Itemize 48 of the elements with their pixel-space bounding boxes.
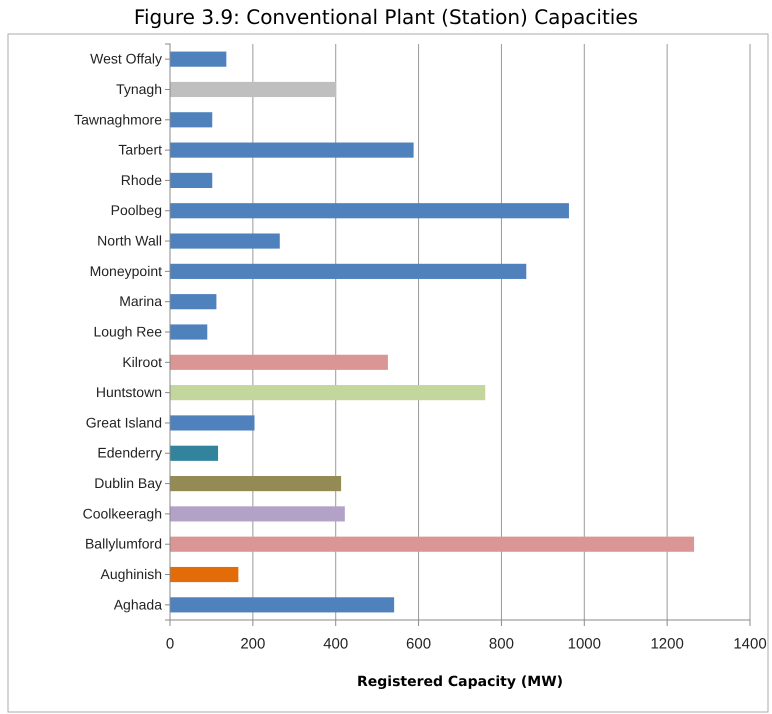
y-tick-label: West Offaly: [90, 50, 162, 67]
y-tick-label: North Wall: [97, 232, 162, 249]
bar: [170, 52, 226, 67]
bar: [170, 324, 208, 340]
y-tick-label: Kilroot: [122, 354, 162, 370]
chart-title: Figure 3.9: Conventional Plant (Station) Capacities: [134, 5, 638, 29]
bar: [170, 476, 342, 492]
y-tick-label: Coolkeeragh: [82, 505, 162, 522]
y-tick-label: Poolbeg: [110, 202, 162, 218]
bar: [170, 142, 414, 158]
bar: [170, 82, 336, 98]
bar: [170, 112, 212, 128]
x-axis-title: Registered Capacity (MW): [356, 674, 564, 690]
y-tick-label: Rhode: [120, 172, 162, 188]
y-tick-label: Moneypoint: [90, 262, 162, 279]
x-tick-label: 0: [166, 636, 174, 653]
bar: [170, 506, 345, 522]
y-tick-label: Edenderry: [97, 444, 162, 461]
y-tick-label: Ballylumford: [84, 536, 162, 552]
y-tick-label: Lough Ree: [93, 323, 162, 340]
x-tick-label: 800: [488, 636, 514, 653]
y-tick-label: Tynagh: [116, 80, 162, 97]
bar: [170, 354, 388, 370]
bar: [170, 536, 694, 552]
x-tick-label: 1000: [568, 636, 601, 653]
bar: [170, 415, 255, 431]
bar: [170, 172, 212, 188]
x-tick-label: 1400: [733, 636, 767, 653]
y-tick-label: Huntstown: [96, 384, 162, 400]
y-tick-label: Tarbert: [118, 142, 162, 158]
y-tick-label: Dublin Bay: [94, 475, 162, 492]
bar: [170, 597, 394, 612]
x-tick-label: 200: [240, 636, 266, 653]
y-tick-label: Tawnaghmore: [74, 111, 162, 128]
bar: [170, 233, 280, 249]
x-tick-label: 600: [406, 636, 432, 653]
bar: [170, 264, 526, 279]
y-tick-label: Great Island: [86, 414, 162, 430]
bar: [170, 446, 218, 461]
x-tick-label: 1200: [650, 636, 684, 653]
bar: [170, 294, 216, 310]
x-tick-label: 400: [323, 636, 348, 653]
y-tick-label: Aghada: [114, 596, 162, 612]
bar: [170, 203, 569, 218]
bar: [170, 385, 486, 400]
y-tick-label: Aughinish: [100, 566, 162, 582]
bar: [170, 566, 238, 582]
y-tick-label: Marina: [119, 293, 162, 310]
